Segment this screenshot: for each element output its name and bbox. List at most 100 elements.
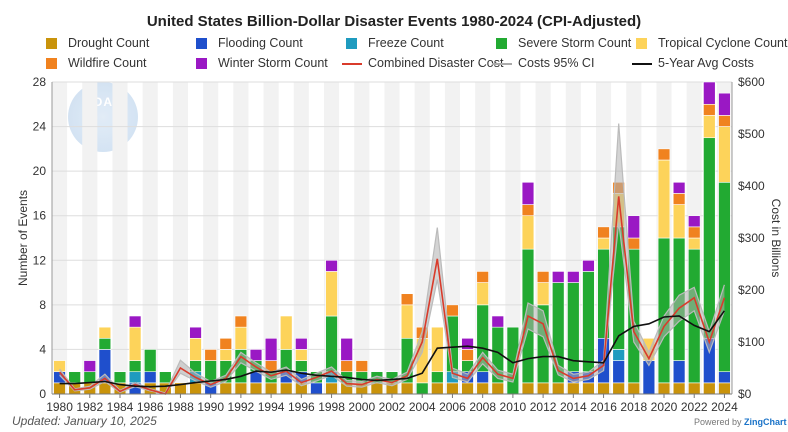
y-tick-label: 24 <box>33 120 47 134</box>
bar-segment <box>476 282 489 306</box>
bar-segment <box>189 337 202 361</box>
bar-segment <box>340 360 353 373</box>
x-tick-label: 1998 <box>318 400 345 414</box>
chart-title: United States Billion-Dollar Disaster Ev… <box>146 13 642 30</box>
bar-segment <box>264 382 278 395</box>
legend-label: Wildfire Count <box>68 56 147 70</box>
bar-segment <box>113 371 127 384</box>
bar-segment <box>128 326 142 361</box>
x-tick-label: 1992 <box>228 400 255 414</box>
bar-segment <box>370 382 384 395</box>
bar-segment <box>582 382 595 395</box>
updated-date: Updated: January 10, 2025 <box>12 414 157 428</box>
year-band <box>142 82 158 394</box>
bar-segment <box>128 315 142 328</box>
y-tick-label: 0 <box>39 387 46 401</box>
legend-swatch <box>632 63 652 65</box>
bar-segment <box>431 371 444 384</box>
year-band <box>112 82 128 394</box>
bar-segment <box>627 382 640 395</box>
bar-segment <box>567 282 580 373</box>
bar-segment <box>234 326 248 350</box>
bar-segment <box>219 382 232 395</box>
x-tick-label: 2000 <box>348 400 375 414</box>
bar-segment <box>657 382 671 395</box>
y2-tick-label: $200 <box>738 283 765 297</box>
bar-segment <box>234 382 248 395</box>
bar-segment <box>98 337 112 350</box>
bar-segment <box>491 382 504 395</box>
bar-segment <box>189 326 202 339</box>
bar-segment <box>521 181 535 205</box>
x-tick-label: 1990 <box>197 400 224 414</box>
x-tick-label: 1996 <box>288 400 315 414</box>
bar-segment <box>144 349 157 373</box>
bar-segment <box>159 371 172 384</box>
y2-tick-label: $600 <box>738 75 765 89</box>
x-tick-label: 2018 <box>620 400 647 414</box>
legend-label: Severe Storm Count <box>518 36 632 50</box>
legend-swatch <box>496 38 507 49</box>
y-tick-label: 20 <box>33 164 47 178</box>
legend-label: Flooding Count <box>218 36 303 50</box>
legend-label: Drought Count <box>68 36 150 50</box>
bar-segment <box>446 304 459 317</box>
bar-segment <box>521 215 535 250</box>
bar-segment <box>672 181 686 194</box>
bar-segment <box>431 382 444 395</box>
y-tick-label: 12 <box>33 253 47 267</box>
legend-label: Tropical Cyclone Count <box>658 36 788 50</box>
legend-swatch <box>196 38 207 49</box>
legend-swatch <box>492 63 512 65</box>
x-tick-label: 2002 <box>379 400 406 414</box>
bar-segment <box>703 103 716 116</box>
bar-segment <box>219 349 232 361</box>
x-tick-label: 1980 <box>46 400 73 414</box>
bar-segment <box>264 337 278 361</box>
legend-swatch <box>636 38 647 49</box>
bar-segment <box>295 337 308 350</box>
bar-segment <box>612 349 625 361</box>
bar-segment <box>68 371 81 384</box>
bar-segment <box>703 115 716 139</box>
bar-segment <box>718 371 731 384</box>
bar-segment <box>476 382 489 395</box>
bar-segment <box>567 382 580 395</box>
bar-segment <box>688 226 701 239</box>
y-tick-label: 16 <box>33 209 47 223</box>
bar-segment <box>83 360 96 373</box>
bar-segment <box>310 382 323 395</box>
x-tick-label: 2022 <box>681 400 708 414</box>
bar-segment <box>718 382 731 395</box>
bar-segment <box>53 382 66 395</box>
bar-segment <box>249 382 263 395</box>
bar-segment <box>536 271 550 283</box>
bar-segment <box>491 315 504 328</box>
bar-segment <box>657 159 671 239</box>
x-tick-label: 1988 <box>167 400 194 414</box>
bar-segment <box>612 382 625 395</box>
bar-segment <box>552 271 565 283</box>
year-band <box>354 82 370 394</box>
bar-segment <box>718 115 731 127</box>
bar-segment <box>295 360 308 373</box>
legend-swatch <box>46 58 57 69</box>
bar-segment <box>657 148 671 161</box>
bar-segment <box>476 371 489 384</box>
bar-segment <box>280 382 293 395</box>
bar-segment <box>718 92 731 116</box>
y-tick-label: 4 <box>39 342 46 356</box>
y2-tick-label: $100 <box>738 335 765 349</box>
year-band <box>384 82 400 394</box>
bar-segment <box>597 237 610 250</box>
bar-segment <box>597 226 610 239</box>
bar-segment <box>219 337 232 350</box>
bar-segment <box>400 293 414 306</box>
legend-label: Freeze Count <box>368 36 444 50</box>
x-tick-label: 2008 <box>469 400 496 414</box>
y2-tick-label: $300 <box>738 231 765 245</box>
year-band <box>293 82 309 394</box>
x-tick-label: 1982 <box>76 400 103 414</box>
y2-tick-label: $400 <box>738 179 765 193</box>
